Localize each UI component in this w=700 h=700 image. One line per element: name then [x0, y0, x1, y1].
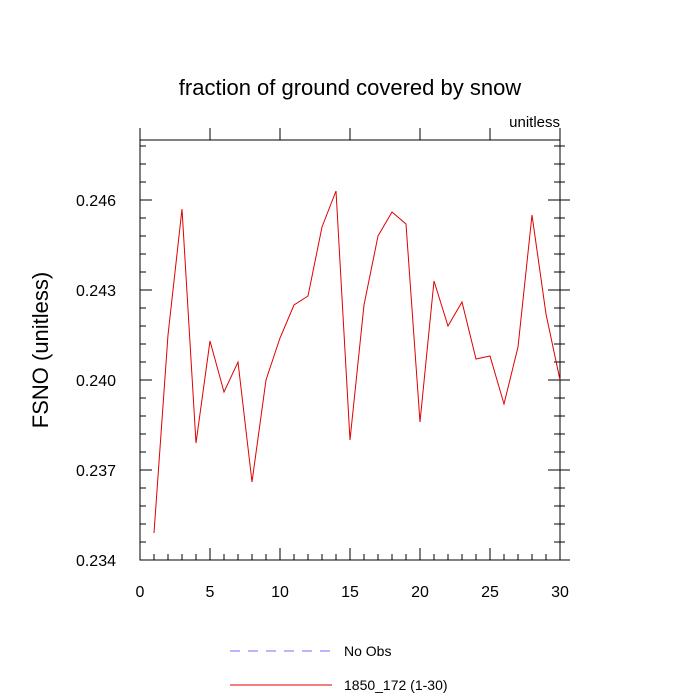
x-tick-label: 5: [206, 584, 215, 601]
y-tick-label: 0.243: [76, 283, 116, 300]
x-tick-label: 0: [136, 584, 145, 601]
x-tick-label: 30: [551, 584, 569, 601]
y-tick-label: 0.237: [76, 463, 116, 480]
axis-ticks: [139, 128, 570, 561]
axis-tick-labels: 0 5 10 15 20 25 30 0.234 0.237 0.240 0.243 0.246: [76, 193, 569, 601]
legend: No Obs 1850_172 (1-30): [230, 643, 448, 693]
x-tick-label: 10: [271, 584, 289, 601]
x-tick-label: 15: [341, 584, 359, 601]
x-tick-label: 25: [481, 584, 499, 601]
y-axis-label: FSNO (unitless): [28, 272, 53, 428]
chart-title: fraction of ground covered by snow: [179, 75, 522, 100]
plot-frame: [139, 139, 561, 561]
x-tick-label: 20: [411, 584, 429, 601]
legend-label: No Obs: [344, 643, 391, 659]
legend-label: 1850_172 (1-30): [344, 677, 448, 693]
y-tick-label: 0.246: [76, 193, 116, 210]
y-tick-label: 0.240: [76, 373, 116, 390]
units-label: unitless: [509, 114, 560, 131]
series-line: [153, 190, 561, 534]
series-layer: [153, 190, 561, 534]
y-tick-label: 0.234: [76, 553, 116, 570]
